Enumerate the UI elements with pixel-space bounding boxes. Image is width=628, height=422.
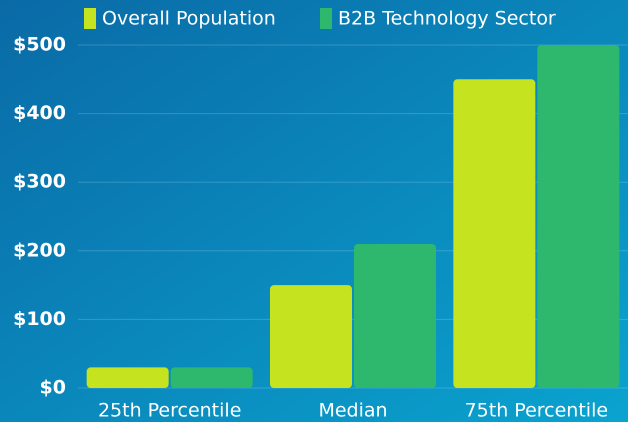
x-tick-label: 25th Percentile	[98, 400, 241, 422]
y-tick-label: $300	[13, 171, 66, 193]
y-tick-label: $200	[13, 239, 66, 261]
x-tick-label: Median	[318, 400, 387, 422]
legend-swatch	[320, 8, 332, 29]
x-tick-label: 75th Percentile	[465, 400, 608, 422]
bar	[537, 45, 620, 388]
bar	[354, 243, 436, 388]
bar	[453, 79, 536, 389]
bar	[270, 285, 352, 388]
bar	[170, 367, 253, 388]
y-tick-label: $0	[40, 377, 66, 399]
y-tick-label: $500	[13, 34, 66, 56]
y-tick-label: $100	[13, 308, 66, 330]
legend-label: B2B Technology Sector	[338, 8, 556, 30]
legend-swatch	[84, 8, 96, 29]
legend-label: Overall Population	[102, 8, 276, 30]
bar	[86, 367, 169, 388]
y-tick-label: $400	[13, 102, 66, 124]
